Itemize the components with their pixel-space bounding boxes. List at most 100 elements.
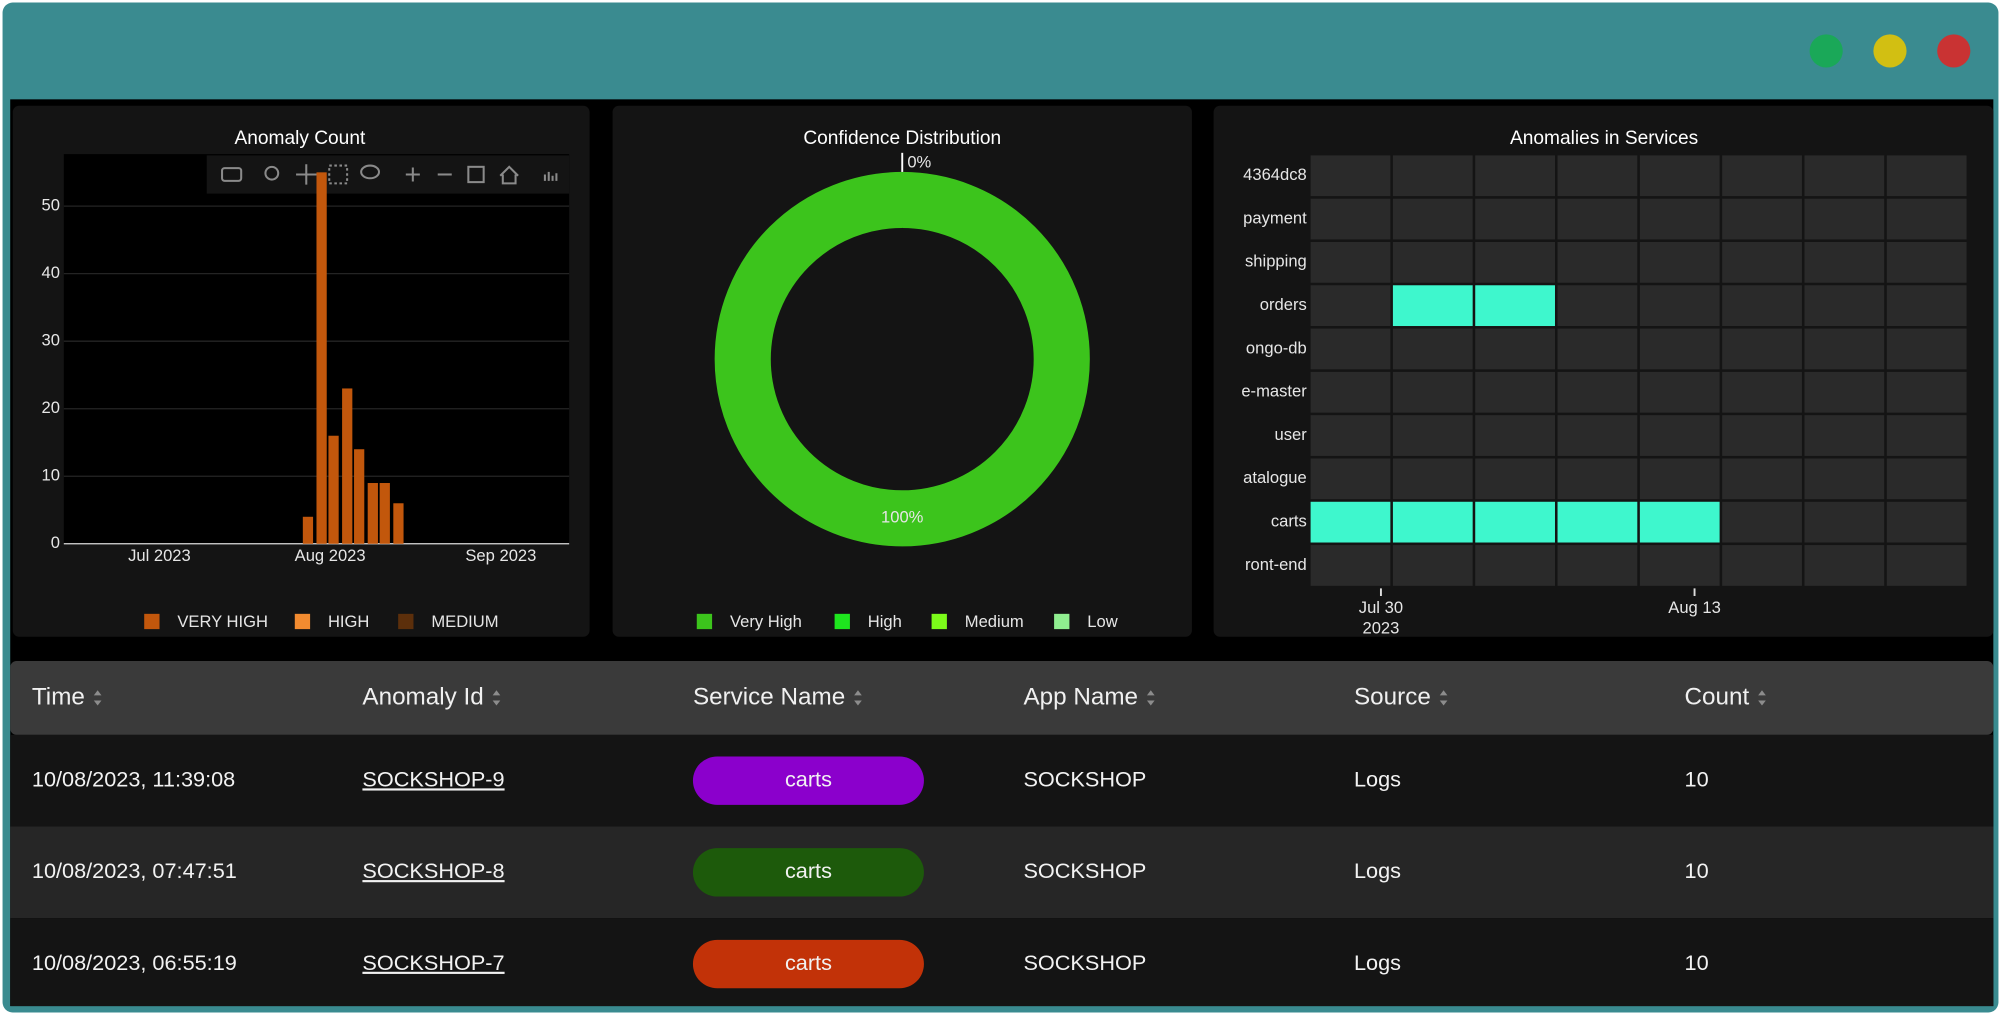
autoscale-icon[interactable] — [467, 165, 485, 184]
y-tick-label: 20 — [42, 398, 60, 417]
heatmap-cell — [1392, 155, 1473, 197]
heatmap-cell — [1392, 545, 1473, 586]
heatmap-cell — [1804, 198, 1885, 240]
heatmap-cell — [1475, 458, 1555, 500]
heatmap-cell — [1722, 458, 1802, 500]
service-pill — [692, 848, 924, 897]
plotly-logo[interactable] — [543, 171, 558, 181]
legend-swatch — [398, 613, 414, 630]
heatmap-cell — [1475, 545, 1555, 586]
table-cell: SOCKSHOP — [1023, 766, 1146, 791]
legend-swatch — [1054, 613, 1070, 630]
x-tick-label: Sep 2023 — [465, 546, 536, 565]
service-name: carts — [785, 950, 832, 975]
heatmap-cell — [1392, 328, 1473, 370]
anomaly-link[interactable]: SOCKSHOP-8 — [362, 858, 504, 883]
sort-icon[interactable] — [854, 690, 862, 706]
y-labels: 4364dc8 payment shipping orders ongo-db e-mas… — [1241, 165, 1307, 574]
donut-segment — [714, 171, 1090, 547]
heatmap-cell — [1886, 328, 1967, 370]
anomaly-link[interactable]: SOCKSHOP-9 — [362, 766, 504, 791]
table-cell: 10 — [1685, 766, 1709, 791]
chart-title: Anomaly Count — [234, 128, 365, 149]
heatmap-cell — [1557, 198, 1638, 240]
pan-icon[interactable] — [296, 164, 317, 185]
bar — [367, 483, 378, 544]
heatmap-cell — [1310, 501, 1391, 543]
y-tick-label: 10 — [42, 466, 60, 485]
service-pill — [692, 756, 924, 805]
heatmap-cell — [1722, 241, 1802, 283]
heatmap-cell — [1804, 241, 1885, 283]
sort-icon[interactable] — [1146, 690, 1155, 706]
window-dot-green[interactable] — [1809, 34, 1843, 68]
heatmap-cell — [1886, 415, 1967, 456]
sort-icon[interactable] — [93, 690, 102, 706]
heatmap-cell — [1639, 501, 1720, 543]
heatmap-cell — [1310, 545, 1391, 586]
heatmap-cell — [1557, 545, 1638, 586]
anomaly-link[interactable]: SOCKSHOP-7 — [362, 950, 504, 975]
table-cell: SOCKSHOP — [1023, 858, 1146, 883]
reset-icon[interactable] — [499, 165, 519, 185]
window-dot-yellow[interactable] — [1873, 34, 1907, 68]
heatmap-cell — [1475, 328, 1555, 370]
column-header: App Name — [1023, 683, 1138, 710]
column-header: Service Name — [693, 683, 845, 710]
window-dot-red[interactable] — [1937, 34, 1971, 68]
slice-label: 100% — [881, 508, 924, 527]
x-tick-label: Jul 2023 — [128, 546, 191, 565]
content-layer: Anomaly Count 0 10 20 30 40 50 Jul 2023 Aug 2023… — [32, 128, 1967, 989]
heatmap-cell — [1475, 285, 1555, 327]
slice-label: 0% — [907, 152, 931, 171]
sort-icon[interactable] — [1439, 690, 1448, 706]
heatmap-cell — [1804, 155, 1885, 197]
chart-title: Confidence Distribution — [803, 128, 1001, 149]
heatmap-cell — [1639, 285, 1720, 327]
table-row-bg — [10, 918, 1994, 1007]
lasso-icon[interactable] — [360, 164, 381, 180]
heatmap-cell — [1557, 155, 1638, 197]
column-header: Time — [32, 683, 85, 710]
heatmap-cell — [1392, 501, 1473, 543]
table-header — [10, 660, 1994, 735]
legend-swatch — [834, 613, 850, 630]
bar — [393, 503, 404, 544]
heatmap-cell — [1475, 241, 1555, 283]
heatmap-cell — [1310, 285, 1391, 327]
sort-icon[interactable] — [492, 690, 501, 706]
y-tick-label: ront-end — [1245, 555, 1307, 574]
heatmap-cell — [1310, 415, 1391, 456]
heatmap-cell — [1557, 415, 1638, 456]
y-tick-label: 40 — [42, 263, 60, 282]
table-row-bg — [10, 826, 1994, 919]
table-cell: 10 — [1685, 950, 1709, 975]
camera-icon[interactable] — [221, 167, 243, 182]
heatmap-cell — [1804, 501, 1885, 543]
legend-swatch — [294, 613, 311, 630]
table-cell: SOCKSHOP — [1023, 950, 1146, 975]
heatmap-cell — [1475, 371, 1555, 413]
y-tick-label: user — [1275, 425, 1308, 444]
x-tick-label: Aug 2023 — [295, 546, 366, 565]
y-tick-label: orders — [1260, 295, 1307, 314]
heatmap-cell — [1804, 458, 1885, 500]
sort-icon[interactable] — [1758, 690, 1766, 706]
heatmap-cell — [1886, 285, 1967, 327]
bar — [302, 516, 314, 544]
table-cell: Logs — [1354, 950, 1401, 975]
legend-label: Medium — [965, 612, 1024, 631]
zoom-icon[interactable] — [264, 165, 280, 181]
heatmap-cell — [1722, 285, 1802, 327]
heatmap-cell — [1804, 545, 1885, 586]
heatmap-cell — [1639, 198, 1720, 240]
x-tick-label: Aug 13 — [1668, 598, 1721, 617]
table-row-bg — [10, 734, 1994, 827]
legend-label: MEDIUM — [431, 612, 498, 631]
heatmap-cell — [1722, 501, 1802, 543]
select-icon[interactable] — [328, 164, 349, 185]
zoom-in-icon[interactable] — [405, 167, 420, 182]
heatmap-cell — [1310, 241, 1391, 283]
heatmap-cell — [1392, 198, 1473, 240]
